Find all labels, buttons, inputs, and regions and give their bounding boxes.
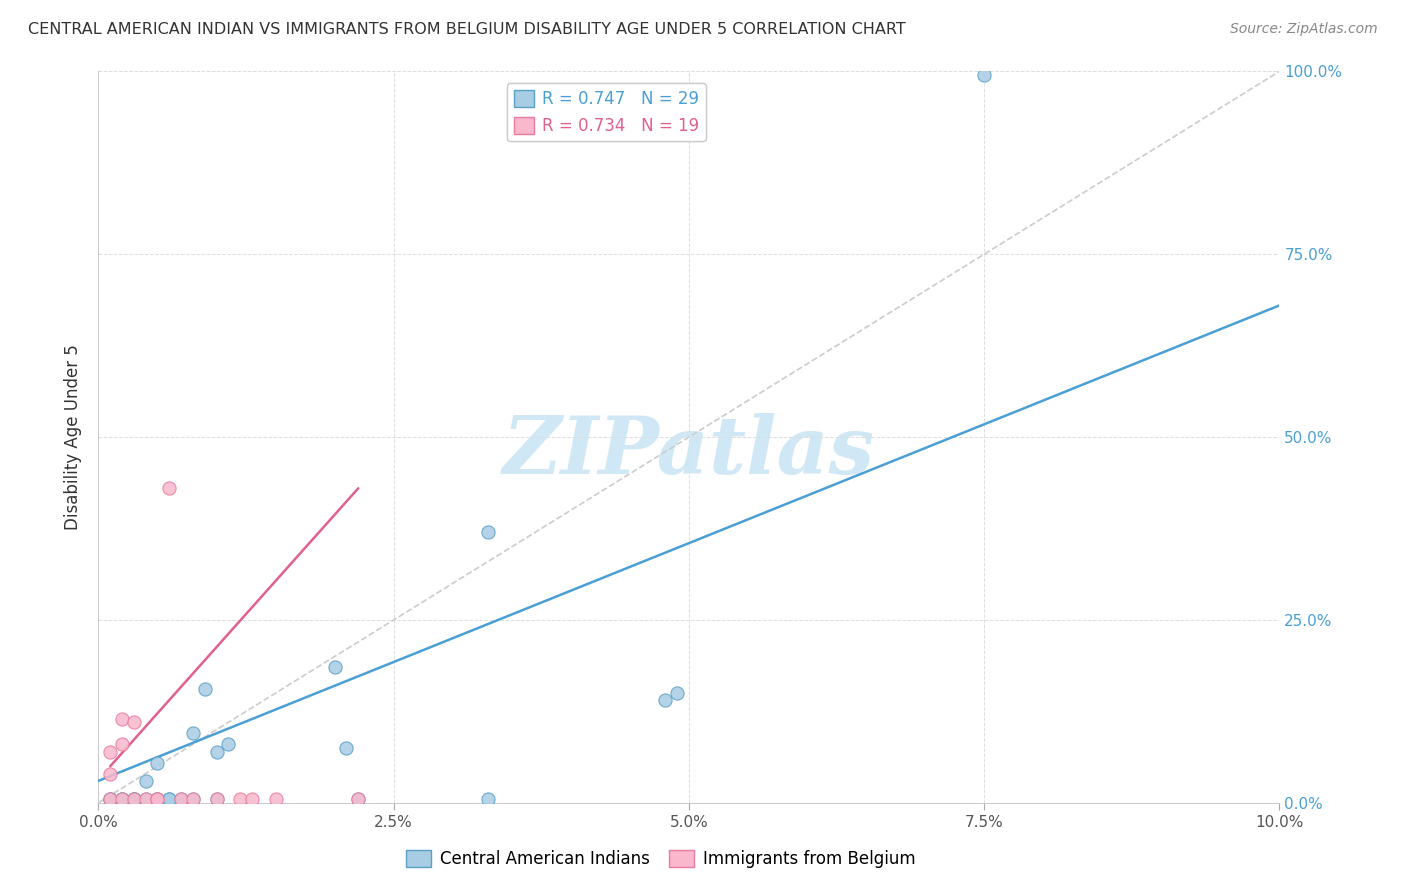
Point — [973, 68, 995, 82]
Point — [229, 792, 252, 806]
Point — [170, 792, 193, 806]
Point — [157, 481, 180, 495]
Point — [111, 737, 134, 751]
Point — [666, 686, 689, 700]
Point — [181, 792, 204, 806]
Point — [181, 792, 204, 806]
Point — [240, 792, 263, 806]
Point — [477, 792, 499, 806]
Point — [98, 745, 121, 759]
Point — [122, 715, 145, 730]
Point — [217, 737, 239, 751]
Point — [347, 792, 370, 806]
Point — [135, 773, 157, 788]
Point — [654, 693, 676, 707]
Point — [205, 792, 228, 806]
Point — [146, 792, 169, 806]
Point — [135, 792, 157, 806]
Point — [98, 792, 121, 806]
Point — [347, 792, 370, 806]
Point — [111, 792, 134, 806]
Point — [98, 792, 121, 806]
Point — [122, 792, 145, 806]
Point — [146, 792, 169, 806]
Text: CENTRAL AMERICAN INDIAN VS IMMIGRANTS FROM BELGIUM DISABILITY AGE UNDER 5 CORREL: CENTRAL AMERICAN INDIAN VS IMMIGRANTS FR… — [28, 22, 905, 37]
Point — [122, 792, 145, 806]
Text: Source: ZipAtlas.com: Source: ZipAtlas.com — [1230, 22, 1378, 37]
Point — [157, 792, 180, 806]
Point — [194, 682, 217, 697]
Point — [146, 792, 169, 806]
Point — [122, 792, 145, 806]
Point — [323, 660, 346, 674]
Point — [111, 712, 134, 726]
Legend: R = 0.747   N = 29, R = 0.734   N = 19: R = 0.747 N = 29, R = 0.734 N = 19 — [508, 83, 706, 141]
Point — [205, 792, 228, 806]
Point — [122, 792, 145, 806]
Point — [111, 792, 134, 806]
Y-axis label: Disability Age Under 5: Disability Age Under 5 — [65, 344, 83, 530]
Point — [146, 792, 169, 806]
Legend: Central American Indians, Immigrants from Belgium: Central American Indians, Immigrants fro… — [399, 843, 922, 875]
Point — [477, 525, 499, 540]
Point — [135, 792, 157, 806]
Point — [157, 792, 180, 806]
Text: ZIPatlas: ZIPatlas — [503, 413, 875, 491]
Point — [181, 726, 204, 740]
Point — [170, 792, 193, 806]
Point — [146, 756, 169, 770]
Point — [98, 792, 121, 806]
Point — [98, 766, 121, 780]
Point — [205, 745, 228, 759]
Point — [264, 792, 287, 806]
Point — [335, 740, 357, 755]
Point — [111, 792, 134, 806]
